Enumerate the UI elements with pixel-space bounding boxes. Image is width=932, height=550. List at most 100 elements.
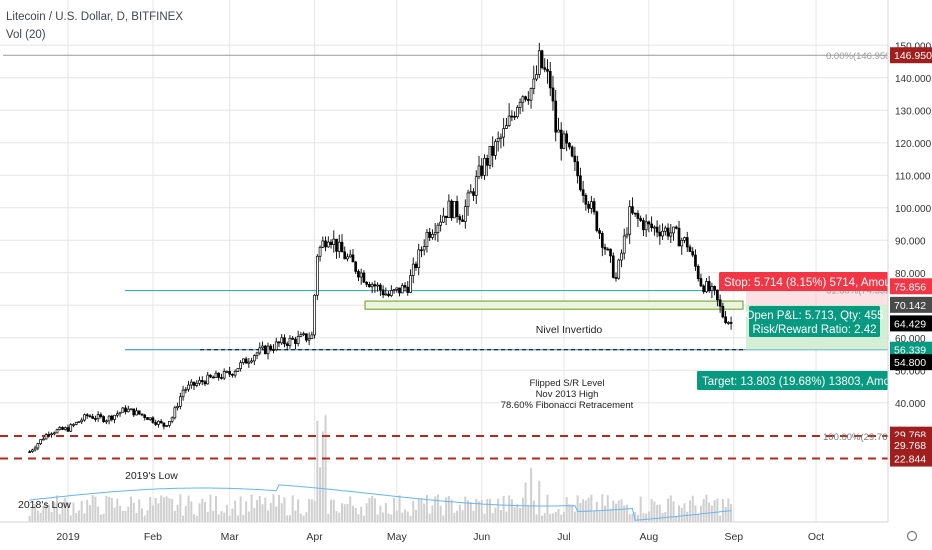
volume-bar xyxy=(593,510,596,522)
candle-body xyxy=(299,334,303,337)
price-tag-2018low[interactable] xyxy=(890,450,932,467)
volume-bar xyxy=(601,494,604,522)
volume-bar xyxy=(573,511,576,522)
price-tag-entry[interactable] xyxy=(890,296,932,313)
volume-bar xyxy=(628,514,631,522)
candle-body xyxy=(77,421,81,424)
candle-body xyxy=(348,254,352,258)
candle-body xyxy=(403,285,407,288)
candle-body xyxy=(584,195,588,205)
flipped-sr-note: 78.60% Fibonacci Retracement xyxy=(501,400,634,411)
volume-bar xyxy=(77,510,80,522)
volume-bar xyxy=(157,503,160,522)
volume-bar xyxy=(330,499,333,522)
candle-body xyxy=(154,422,158,425)
candle-body xyxy=(661,230,664,237)
candle-body xyxy=(178,396,182,407)
volume-bar xyxy=(58,514,61,522)
volume-bar xyxy=(190,501,193,522)
volume-bar xyxy=(86,499,89,522)
candle-body xyxy=(132,408,136,416)
candle-body xyxy=(609,248,612,257)
volume-bar xyxy=(302,515,305,522)
stop-label[interactable] xyxy=(719,272,888,291)
volume-bar xyxy=(236,515,239,522)
price-tag-last[interactable] xyxy=(890,315,932,332)
candle-body xyxy=(337,241,341,252)
volume-bar xyxy=(721,499,724,522)
candle-body xyxy=(595,211,599,231)
candle-body xyxy=(598,230,601,234)
volume-bar xyxy=(165,496,168,522)
volume-bar xyxy=(551,513,554,522)
volume-bar xyxy=(694,505,697,522)
candle-body xyxy=(307,338,311,341)
volume-bar xyxy=(327,513,330,522)
volume-bar xyxy=(639,496,642,522)
target-label[interactable] xyxy=(697,371,888,390)
volume-bar xyxy=(656,505,659,522)
candle-body xyxy=(428,231,432,238)
candle-body xyxy=(496,138,500,142)
candle-body xyxy=(266,345,270,355)
settings-gear-icon[interactable] xyxy=(906,530,918,542)
price-tag-flipped-text: 56.339 xyxy=(894,345,926,357)
price-tag-flipped[interactable] xyxy=(890,341,932,358)
candle-body xyxy=(713,286,716,291)
candle-body xyxy=(157,420,160,425)
volume-bar xyxy=(576,495,579,522)
candles xyxy=(28,42,733,453)
candle-body xyxy=(357,271,360,278)
candle-body xyxy=(439,221,442,226)
candle-body xyxy=(705,281,708,293)
candle-body xyxy=(47,434,51,436)
volume-bar xyxy=(253,507,256,522)
y-tick-label: 120.000 xyxy=(895,139,932,150)
candle-body xyxy=(461,219,464,222)
volume-bar xyxy=(379,505,382,522)
candle-body xyxy=(680,239,684,247)
candle-body xyxy=(329,241,333,246)
candle-body xyxy=(33,447,37,451)
price-tag-stop[interactable] xyxy=(890,278,932,295)
volume-bar xyxy=(113,507,116,522)
time-axis[interactable]: 2019 Feb Mar Apr May Jun Jul Aug Sep Oct xyxy=(0,521,918,543)
candle-body xyxy=(55,429,59,434)
candle-body xyxy=(524,96,527,100)
candle-body xyxy=(442,215,445,223)
candle-body xyxy=(683,237,686,241)
price-tag-vol-text: 29.768 xyxy=(894,440,926,452)
candle-body xyxy=(592,201,596,213)
volume-bar xyxy=(705,494,708,522)
volume-bar xyxy=(625,504,628,522)
volume-bar xyxy=(453,512,456,522)
candle-body xyxy=(718,299,722,307)
volume-bar xyxy=(724,506,727,522)
candle-body xyxy=(126,408,130,413)
candle-body xyxy=(411,263,415,276)
candle-body xyxy=(431,233,434,238)
x-tick-label: Apr xyxy=(306,531,323,543)
volume-bar xyxy=(242,514,245,522)
price-tag-fib-top[interactable] xyxy=(890,47,932,64)
price-tag-vol[interactable] xyxy=(890,437,932,454)
volume-bar xyxy=(390,514,393,522)
candle-body xyxy=(606,248,610,251)
x-tick-label: Aug xyxy=(640,531,659,543)
pnl-label-text: Risk/Reward Ratio: 2.42 xyxy=(753,324,877,336)
volume-bar xyxy=(110,497,113,522)
volume-bar xyxy=(108,496,111,522)
price-axis[interactable]: 40.00050.00060.00070.00080.00090.000100.… xyxy=(887,0,932,522)
candle-body xyxy=(724,316,727,324)
pnl-label-text: Open P&L: 5.713, Qty: 455 xyxy=(745,310,883,322)
candle-body xyxy=(614,277,618,279)
price-tag-target[interactable] xyxy=(890,354,932,371)
candle-body xyxy=(373,284,377,287)
volume-bar xyxy=(595,501,598,522)
volume-bar xyxy=(658,504,661,522)
candle-body xyxy=(231,373,234,376)
candle-body xyxy=(653,226,656,229)
price-tag-2018low-text: 22.844 xyxy=(894,454,926,466)
pnl-label[interactable] xyxy=(749,306,880,337)
